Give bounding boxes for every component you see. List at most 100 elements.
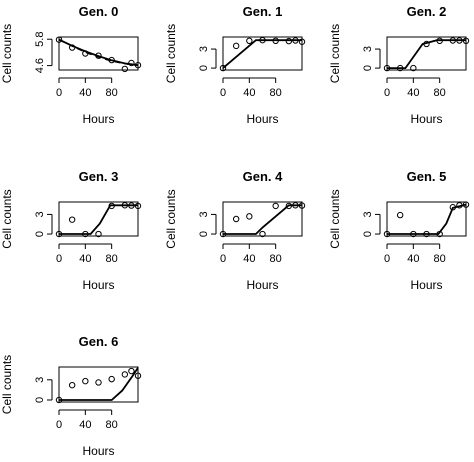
data-point bbox=[383, 230, 391, 238]
data-point bbox=[55, 230, 63, 238]
x-tick-label: 0 bbox=[220, 253, 226, 265]
data-point bbox=[55, 396, 63, 404]
x-tick-label: 80 bbox=[434, 253, 446, 265]
x-tick-label: 0 bbox=[220, 87, 226, 99]
data-point bbox=[95, 379, 102, 386]
data-point bbox=[128, 202, 135, 209]
plot-frame bbox=[58, 36, 139, 71]
data-point bbox=[134, 61, 142, 69]
x-axis-label: Hours bbox=[82, 444, 114, 458]
plot-frame bbox=[58, 201, 139, 237]
fit-line bbox=[59, 204, 138, 235]
data-point bbox=[246, 37, 253, 45]
data-point bbox=[121, 65, 129, 73]
data-point bbox=[298, 38, 306, 45]
x-tick-label: 80 bbox=[106, 419, 118, 431]
data-point bbox=[410, 230, 417, 238]
x-axis-label: Hours bbox=[246, 112, 278, 126]
y-tick-label: 0 bbox=[362, 65, 374, 71]
data-point bbox=[298, 202, 306, 209]
data-point bbox=[128, 367, 135, 375]
x-tick-label: 0 bbox=[56, 87, 62, 99]
data-point bbox=[396, 64, 404, 72]
data-point bbox=[95, 52, 102, 59]
x-tick-label: 40 bbox=[407, 253, 419, 265]
data-point bbox=[423, 40, 430, 48]
y-tick-label: 3 bbox=[362, 211, 374, 217]
y-axis-label: Cell counts bbox=[328, 24, 342, 83]
x-tick-label: 0 bbox=[56, 419, 62, 431]
x-tick-label: 80 bbox=[106, 87, 118, 99]
data-point bbox=[219, 64, 227, 72]
data-point bbox=[55, 36, 63, 43]
data-point bbox=[108, 375, 115, 383]
fit-line bbox=[387, 39, 466, 69]
y-tick-label: 0 bbox=[198, 231, 210, 237]
x-tick-label: 80 bbox=[270, 253, 282, 265]
y-axis-label: Cell counts bbox=[0, 189, 14, 248]
panel-title: Gen. 0 bbox=[79, 4, 119, 19]
data-point bbox=[462, 201, 470, 208]
panel-title: Gen. 3 bbox=[79, 169, 119, 184]
y-tick-label: 3 bbox=[34, 211, 46, 217]
y-axis-label: Cell counts bbox=[328, 189, 342, 248]
x-axis-label: Hours bbox=[82, 112, 114, 126]
data-point bbox=[68, 216, 76, 223]
data-point bbox=[82, 230, 89, 238]
panel-title: Gen. 2 bbox=[407, 4, 447, 19]
y-tick-label: 0 bbox=[362, 231, 374, 237]
data-point bbox=[456, 202, 463, 209]
y-axis-label: Cell counts bbox=[164, 24, 178, 83]
y-tick-label: 3 bbox=[34, 377, 46, 383]
plot-frame bbox=[222, 36, 303, 71]
data-point bbox=[121, 202, 129, 209]
y-tick-label: 0 bbox=[198, 65, 210, 71]
x-tick-label: 80 bbox=[106, 253, 118, 265]
plot-frame bbox=[386, 201, 467, 237]
data-point bbox=[134, 372, 142, 379]
x-tick-label: 40 bbox=[407, 87, 419, 99]
y-axis-label: Cell counts bbox=[0, 24, 14, 83]
x-axis-label: Hours bbox=[82, 278, 114, 292]
data-point bbox=[246, 213, 253, 220]
y-tick-label: 0 bbox=[34, 231, 46, 237]
panel-gen-3: Gen. 3 0 40 80 Hours 0 3 Cell counts bbox=[0, 169, 142, 292]
panel-gen-0: Gen. 0 0 40 80 Hours 4.6 5.8 Cell counts bbox=[0, 4, 142, 126]
data-point bbox=[449, 37, 457, 44]
data-point bbox=[449, 204, 457, 211]
data-point bbox=[82, 377, 89, 385]
y-tick-label: 4.6 bbox=[34, 58, 46, 73]
panel-gen-4: Gen. 4 0 40 80 Hours 0 3 Cell counts bbox=[164, 169, 306, 292]
y-axis-label: Cell counts bbox=[0, 355, 14, 414]
data-point bbox=[259, 230, 266, 238]
x-tick-label: 0 bbox=[384, 253, 390, 265]
data-point bbox=[82, 50, 89, 57]
panel-gen-5: Gen. 5 0 40 80 Hours 0 3 Cell counts bbox=[328, 169, 470, 292]
data-point bbox=[292, 202, 299, 209]
data-point bbox=[462, 37, 470, 45]
panel-gen-1: Gen. 1 0 40 80 Hours 0 3 Cell counts bbox=[164, 4, 306, 126]
panel-gen-2: Gen. 2 0 40 80 Hours 0 3 Cell counts bbox=[328, 4, 470, 126]
data-point bbox=[134, 202, 142, 210]
x-tick-label: 40 bbox=[79, 253, 91, 265]
x-tick-label: 40 bbox=[243, 87, 255, 99]
x-tick-label: 40 bbox=[243, 253, 255, 265]
plot-frame bbox=[386, 36, 467, 71]
x-axis-label: Hours bbox=[246, 278, 278, 292]
data-point bbox=[128, 59, 135, 67]
data-point bbox=[68, 44, 76, 51]
plot-frame bbox=[58, 366, 139, 403]
x-axis-label: Hours bbox=[410, 278, 442, 292]
y-tick-label: 5.8 bbox=[34, 32, 46, 47]
y-tick-label: 0 bbox=[34, 397, 46, 403]
panel-title: Gen. 6 bbox=[79, 334, 119, 349]
y-tick-label: 3 bbox=[198, 211, 210, 217]
data-point bbox=[121, 371, 129, 378]
data-point bbox=[219, 230, 227, 238]
data-point bbox=[232, 42, 240, 50]
panel-gen-6: Gen. 6 0 40 80 Hours 0 3 Cell counts bbox=[0, 334, 142, 458]
data-point bbox=[259, 36, 266, 44]
x-axis-label: Hours bbox=[410, 112, 442, 126]
data-point bbox=[383, 64, 391, 72]
